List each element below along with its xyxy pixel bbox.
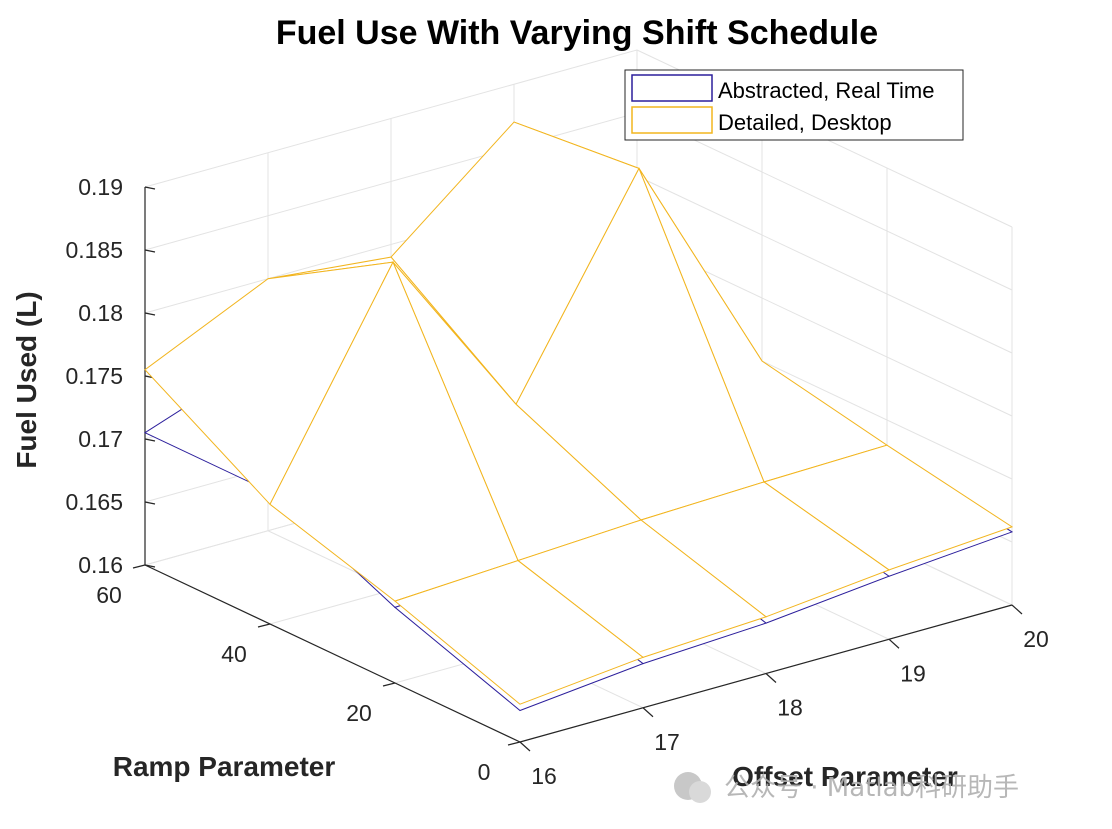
z-tick-label: 0.185: [65, 237, 123, 263]
legend-swatch-abstracted: [631, 74, 713, 102]
legend-label-detailed: Detailed, Desktop: [718, 110, 892, 135]
x-tick-mark: [765, 673, 777, 683]
surface-layer: [143, 121, 1014, 712]
x-tick-mark: [642, 707, 654, 718]
legend-label-abstracted: Abstracted, Real Time: [718, 78, 934, 103]
z-tick-mark: [144, 501, 156, 505]
grid-line-right-wall-z: [636, 112, 1013, 291]
z-tick-mark: [144, 564, 156, 568]
y-tick-label: 0: [478, 759, 491, 785]
y-tick-mark: [507, 741, 521, 746]
y-tick-label: 60: [96, 582, 122, 608]
y-tick-label: 40: [221, 641, 247, 667]
watermark-text: 公众号 · Matlab科研助手: [724, 773, 1019, 803]
y-tick-mark: [382, 682, 396, 687]
y-axis-label: Ramp Parameter: [113, 751, 336, 782]
x-tick-label: 16: [531, 763, 557, 789]
y-tick-mark: [132, 564, 146, 569]
chart-title: Fuel Use With Varying Shift Schedule: [276, 14, 878, 52]
tick-labels: 0.16 0.165 0.17 0.175 0.18 0.185 0.19 16 17 18 19 2…: [65, 174, 1048, 789]
x-tick-mark: [519, 741, 531, 752]
z-tick-label: 0.175: [65, 363, 123, 389]
z-tick-mark: [144, 249, 156, 253]
axes-layer: [132, 186, 1023, 752]
z-tick-label: 0.17: [78, 426, 123, 452]
watermark: 公众号 · Matlab科研助手: [674, 772, 1019, 803]
x-axis-label: Offset Parameter: [732, 761, 958, 792]
z-tick-mark: [144, 312, 156, 316]
z-tick-label: 0.16: [78, 552, 123, 578]
x-tick-label: 17: [654, 729, 680, 755]
x-tick-mark: [1011, 604, 1023, 615]
z-tick-label: 0.18: [78, 300, 123, 326]
x-tick-mark: [888, 638, 900, 649]
x-tick-label: 19: [900, 660, 926, 686]
legend-swatch-detailed: [631, 106, 713, 134]
grid-line-right-wall-z: [636, 175, 1013, 354]
z-tick-mark: [144, 186, 156, 190]
surface-patch: [393, 559, 645, 705]
legend: Abstracted, Real Time Detailed, Desktop: [624, 69, 964, 141]
surface-series-1: [144, 121, 1014, 705]
legend-box: [624, 69, 964, 141]
y-tick-mark: [257, 623, 271, 628]
x-tick-label: 20: [1023, 626, 1049, 652]
y-tick-label: 20: [346, 700, 372, 726]
y-axis-line: [144, 564, 521, 743]
z-tick-label: 0.165: [65, 489, 123, 515]
z-tick-mark: [144, 438, 156, 442]
wechat-icon-bubble: [689, 781, 711, 803]
z-tick-label: 0.19: [78, 174, 123, 200]
x-tick-label: 18: [777, 695, 803, 721]
z-axis-label: Fuel Used (L): [11, 291, 42, 468]
